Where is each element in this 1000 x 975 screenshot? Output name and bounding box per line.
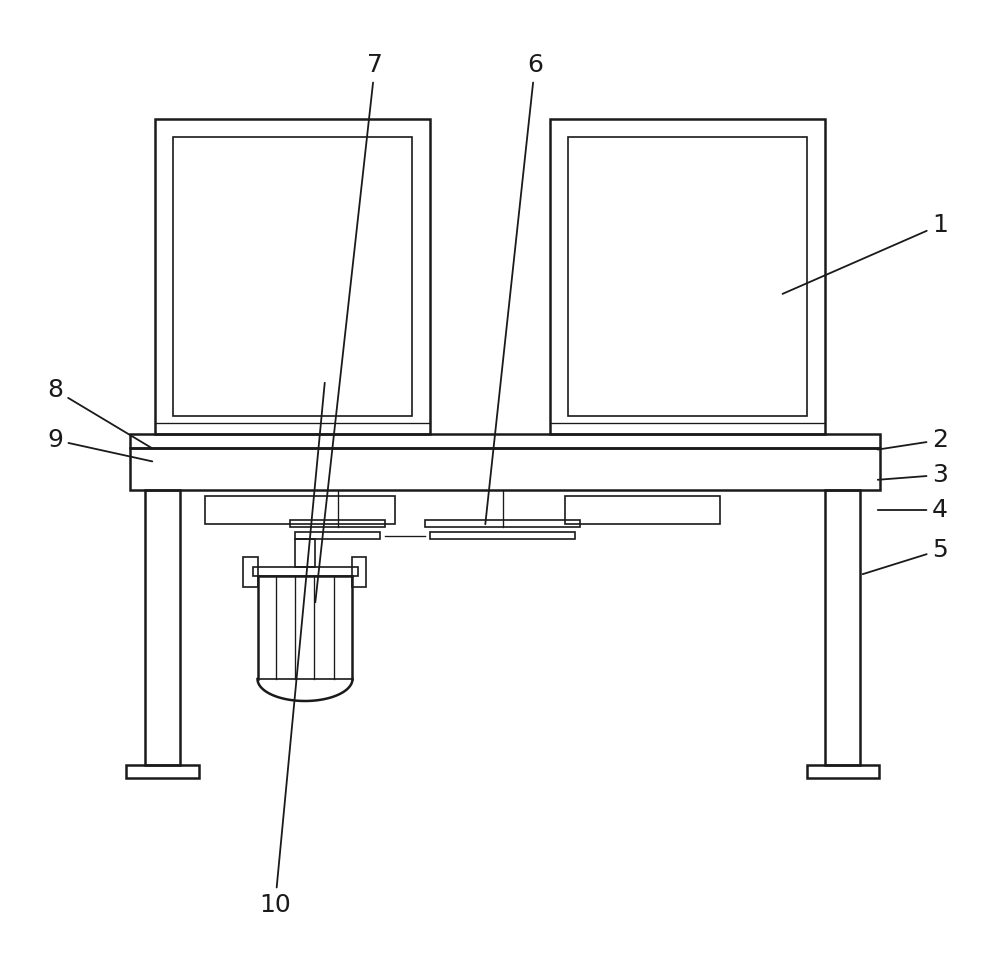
- Text: 5: 5: [863, 538, 948, 574]
- Bar: [806, 765, 879, 778]
- Text: 1: 1: [783, 213, 948, 293]
- Bar: [295, 532, 380, 539]
- Text: 3: 3: [878, 463, 948, 487]
- Text: 8: 8: [47, 378, 153, 448]
- Bar: [430, 532, 575, 539]
- Bar: [155, 119, 430, 434]
- Bar: [252, 567, 358, 576]
- Bar: [352, 557, 366, 587]
- Text: 9: 9: [47, 428, 152, 461]
- Bar: [205, 496, 395, 524]
- Bar: [295, 539, 315, 567]
- Bar: [550, 119, 825, 434]
- Bar: [173, 137, 412, 416]
- Bar: [568, 137, 807, 416]
- Bar: [145, 490, 180, 765]
- Text: 4: 4: [878, 498, 948, 522]
- Bar: [290, 520, 385, 527]
- Text: 7: 7: [315, 53, 383, 603]
- Bar: [126, 765, 198, 778]
- Bar: [425, 520, 580, 527]
- Text: 6: 6: [485, 53, 543, 525]
- Text: 10: 10: [259, 383, 325, 917]
- Bar: [565, 496, 720, 524]
- Bar: [243, 557, 258, 587]
- Text: 2: 2: [878, 428, 948, 452]
- Bar: [130, 434, 880, 448]
- Bar: [130, 448, 880, 490]
- Bar: [825, 490, 860, 765]
